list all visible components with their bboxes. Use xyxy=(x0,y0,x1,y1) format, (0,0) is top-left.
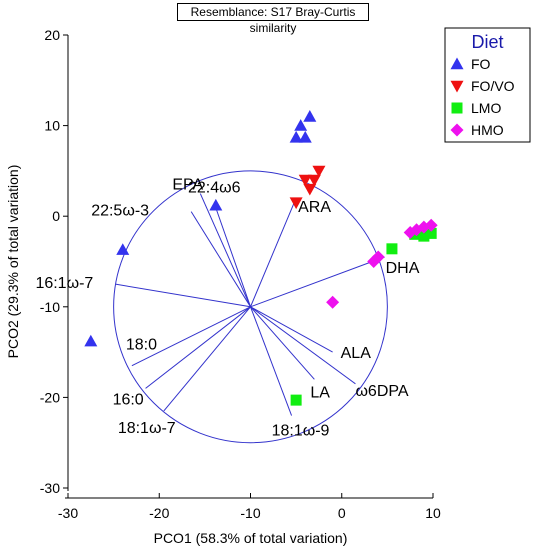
vector-label: 16:0 xyxy=(113,391,144,408)
point-fo-vo xyxy=(289,197,303,210)
point-fo xyxy=(84,334,98,347)
point-hmo xyxy=(326,295,340,309)
vector-line xyxy=(163,306,251,412)
point-fo xyxy=(298,130,312,143)
point-lmo xyxy=(418,230,430,242)
point-fo-vo xyxy=(307,174,321,187)
x-axis-label: PCO1 (58.3% of total variation) xyxy=(154,530,348,546)
y-axis-label: PCO2 (29.3% of total variation) xyxy=(5,165,21,359)
point-fo xyxy=(303,110,317,122)
vector-label: ALA xyxy=(341,345,372,362)
x-tick-label: -10 xyxy=(240,505,260,521)
vector-label: ARA xyxy=(298,199,331,216)
legend-label: FO/VO xyxy=(471,78,515,94)
vector-label: 18:0 xyxy=(126,337,157,354)
vector-line xyxy=(250,256,385,308)
point-hmo xyxy=(424,218,438,232)
vector-line xyxy=(115,283,251,308)
vector-label: LA xyxy=(310,384,330,401)
point-lmo xyxy=(290,394,302,406)
y-tick-label: 10 xyxy=(44,118,60,134)
vector-label: EPA xyxy=(172,177,203,194)
point-fo-vo xyxy=(298,174,312,187)
vector-line xyxy=(199,193,251,308)
point-fo xyxy=(116,243,130,255)
data-points xyxy=(84,110,438,406)
point-hmo xyxy=(371,250,385,264)
vector-label: 16:1ω-7 xyxy=(35,275,93,292)
point-fo xyxy=(209,198,223,211)
vector-label: DHA xyxy=(386,260,420,277)
y-tick-label: 0 xyxy=(52,208,60,224)
y-tick-label: 20 xyxy=(44,27,60,43)
point-fo-vo xyxy=(312,165,326,178)
axes: -30 -20 -10 0 10 -30 -20 -10 0 10 20 xyxy=(40,27,441,521)
legend: Diet FO FO/VO LMO HMO xyxy=(444,27,531,143)
vector-line xyxy=(250,306,293,416)
vector-overlay xyxy=(113,170,388,444)
legend-label: FO xyxy=(471,56,491,72)
x-tick-label: 10 xyxy=(425,505,441,521)
x-tick-label: 0 xyxy=(338,505,346,521)
legend-marker xyxy=(450,57,464,70)
legend-label: LMO xyxy=(471,100,501,116)
y-tick-label: -10 xyxy=(40,299,60,315)
vector-label: 22:5ω-3 xyxy=(91,203,149,220)
point-fo xyxy=(289,130,303,143)
legend-marker xyxy=(450,80,464,93)
x-tick-label: -30 xyxy=(58,505,78,521)
vector-line xyxy=(190,211,251,308)
legend-marker xyxy=(451,102,463,114)
point-fo xyxy=(294,119,308,131)
vector-label: 22:4ω6 xyxy=(188,180,241,197)
y-tick-label: -20 xyxy=(40,389,60,405)
legend-marker xyxy=(450,123,464,137)
vector-line xyxy=(145,306,251,389)
correlation-circle xyxy=(113,170,388,444)
resemblance-label: Resemblance: S17 Bray-Curtis similarity xyxy=(177,3,369,35)
legend-title: Diet xyxy=(471,32,503,52)
vector-line xyxy=(250,306,315,380)
vector-label: 18:1ω-9 xyxy=(272,423,330,440)
point-lmo xyxy=(386,243,398,255)
vector-line xyxy=(213,202,251,307)
x-tick-label: -20 xyxy=(149,505,169,521)
y-tick-label: -30 xyxy=(40,480,60,496)
vector-line xyxy=(131,306,251,367)
legend-label: HMO xyxy=(471,122,504,138)
vector-line xyxy=(250,306,356,385)
vector-line xyxy=(250,306,333,353)
point-fo-vo xyxy=(303,183,317,196)
vector-label: 18:1ω-7 xyxy=(118,420,176,437)
point-lmo xyxy=(425,227,437,239)
vector-line xyxy=(250,197,297,307)
vector-label: ω6DPA xyxy=(355,383,408,400)
